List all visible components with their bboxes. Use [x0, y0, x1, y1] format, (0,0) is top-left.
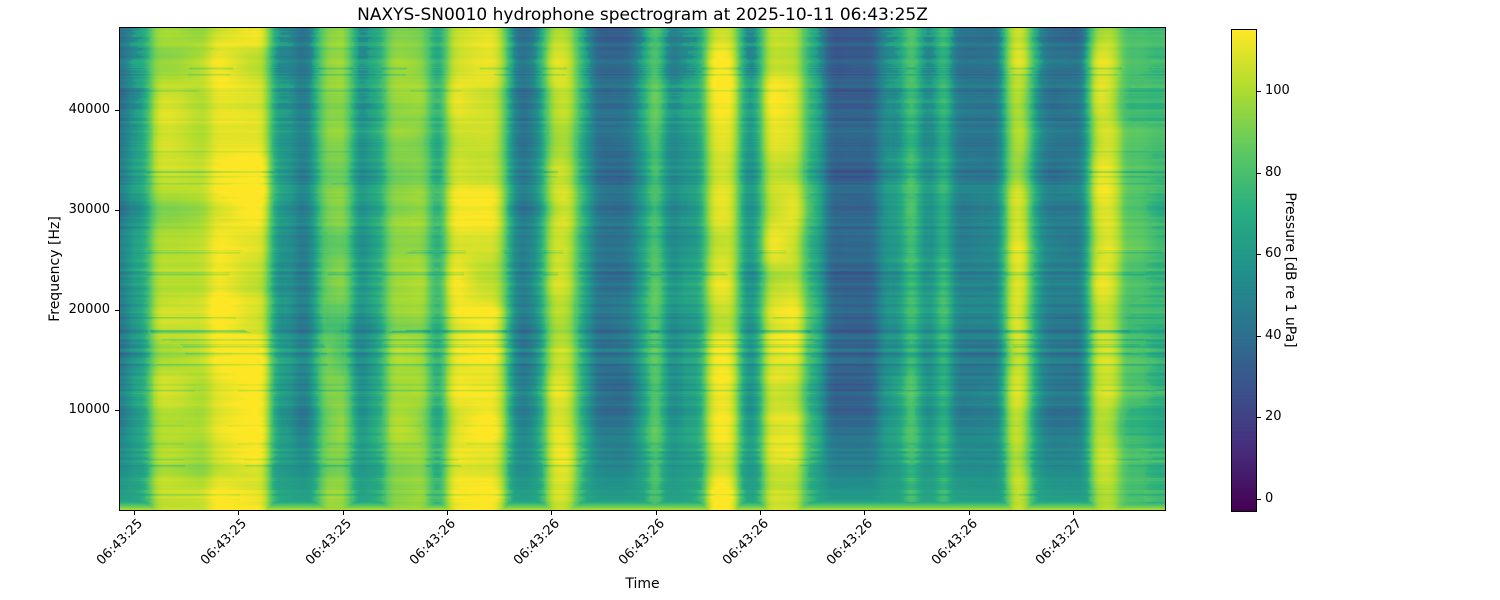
- spectrogram-canvas: [120, 28, 1165, 510]
- colorbar-tick-label: 40: [1265, 328, 1282, 343]
- y-tick-label: 10000: [68, 402, 110, 417]
- y-tick-mark: [115, 410, 119, 411]
- y-tick-label: 40000: [68, 102, 110, 117]
- colorbar-tick-mark: [1257, 417, 1261, 418]
- x-tick-mark: [864, 511, 865, 515]
- y-tick-label: 20000: [68, 302, 110, 317]
- y-tick-mark: [115, 110, 119, 111]
- colorbar-tick-mark: [1257, 173, 1261, 174]
- colorbar-tick-mark: [1257, 91, 1261, 92]
- colorbar-tick-mark: [1257, 499, 1261, 500]
- x-tick-mark: [343, 511, 344, 515]
- y-tick-mark: [115, 310, 119, 311]
- x-tick-mark: [551, 511, 552, 515]
- colorbar-tick-mark: [1257, 336, 1261, 337]
- x-tick-mark: [447, 511, 448, 515]
- colorbar-tick-label: 100: [1265, 83, 1290, 98]
- colorbar-label: Pressure [dB re 1 uPa]: [1282, 192, 1298, 348]
- y-tick-mark: [115, 210, 119, 211]
- colorbar-tick-label: 80: [1265, 165, 1282, 180]
- x-tick-mark: [969, 511, 970, 515]
- colorbar-canvas: [1232, 30, 1256, 511]
- x-tick-mark: [656, 511, 657, 515]
- colorbar-tick-label: 0: [1265, 491, 1274, 506]
- colorbar-tick-label: 60: [1265, 246, 1282, 261]
- x-tick-mark: [760, 511, 761, 515]
- x-tick-mark: [134, 511, 135, 515]
- colorbar-tick-label: 20: [1265, 409, 1282, 424]
- y-tick-label: 30000: [68, 202, 110, 217]
- x-axis-label: Time: [625, 576, 660, 592]
- x-tick-mark: [238, 511, 239, 515]
- colorbar-tick-mark: [1257, 254, 1261, 255]
- x-tick-mark: [1073, 511, 1074, 515]
- plot-title: NAXYS-SN0010 hydrophone spectrogram at 2…: [357, 5, 928, 25]
